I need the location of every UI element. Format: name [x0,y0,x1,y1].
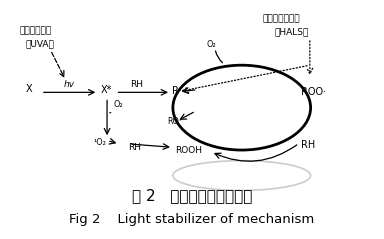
Text: hv: hv [64,80,75,89]
Text: （HALS）: （HALS） [274,27,309,36]
Text: X*: X* [101,85,112,95]
Text: （UVA）: （UVA） [26,39,55,49]
Text: RH: RH [130,80,143,89]
Text: RH: RH [301,140,315,150]
Text: Fig 2    Light stabilizer of mechanism: Fig 2 Light stabilizer of mechanism [70,213,314,226]
Text: ¹O₂: ¹O₂ [93,138,106,147]
Text: 紫外线吸收剂: 紫外线吸收剂 [20,26,52,35]
Text: R·: R· [172,86,182,96]
Text: O₂: O₂ [114,100,123,109]
Text: RO·: RO· [167,117,182,125]
Text: ROO·: ROO· [301,87,326,97]
Text: 图 2   光稳定剂的作用机制: 图 2 光稳定剂的作用机制 [132,188,252,203]
Text: RH: RH [128,143,141,152]
Text: ROOH: ROOH [175,146,202,155]
Text: 受阻胺光安定剂: 受阻胺光安定剂 [263,14,300,23]
Text: O₂: O₂ [206,39,216,49]
Text: X: X [26,84,33,94]
